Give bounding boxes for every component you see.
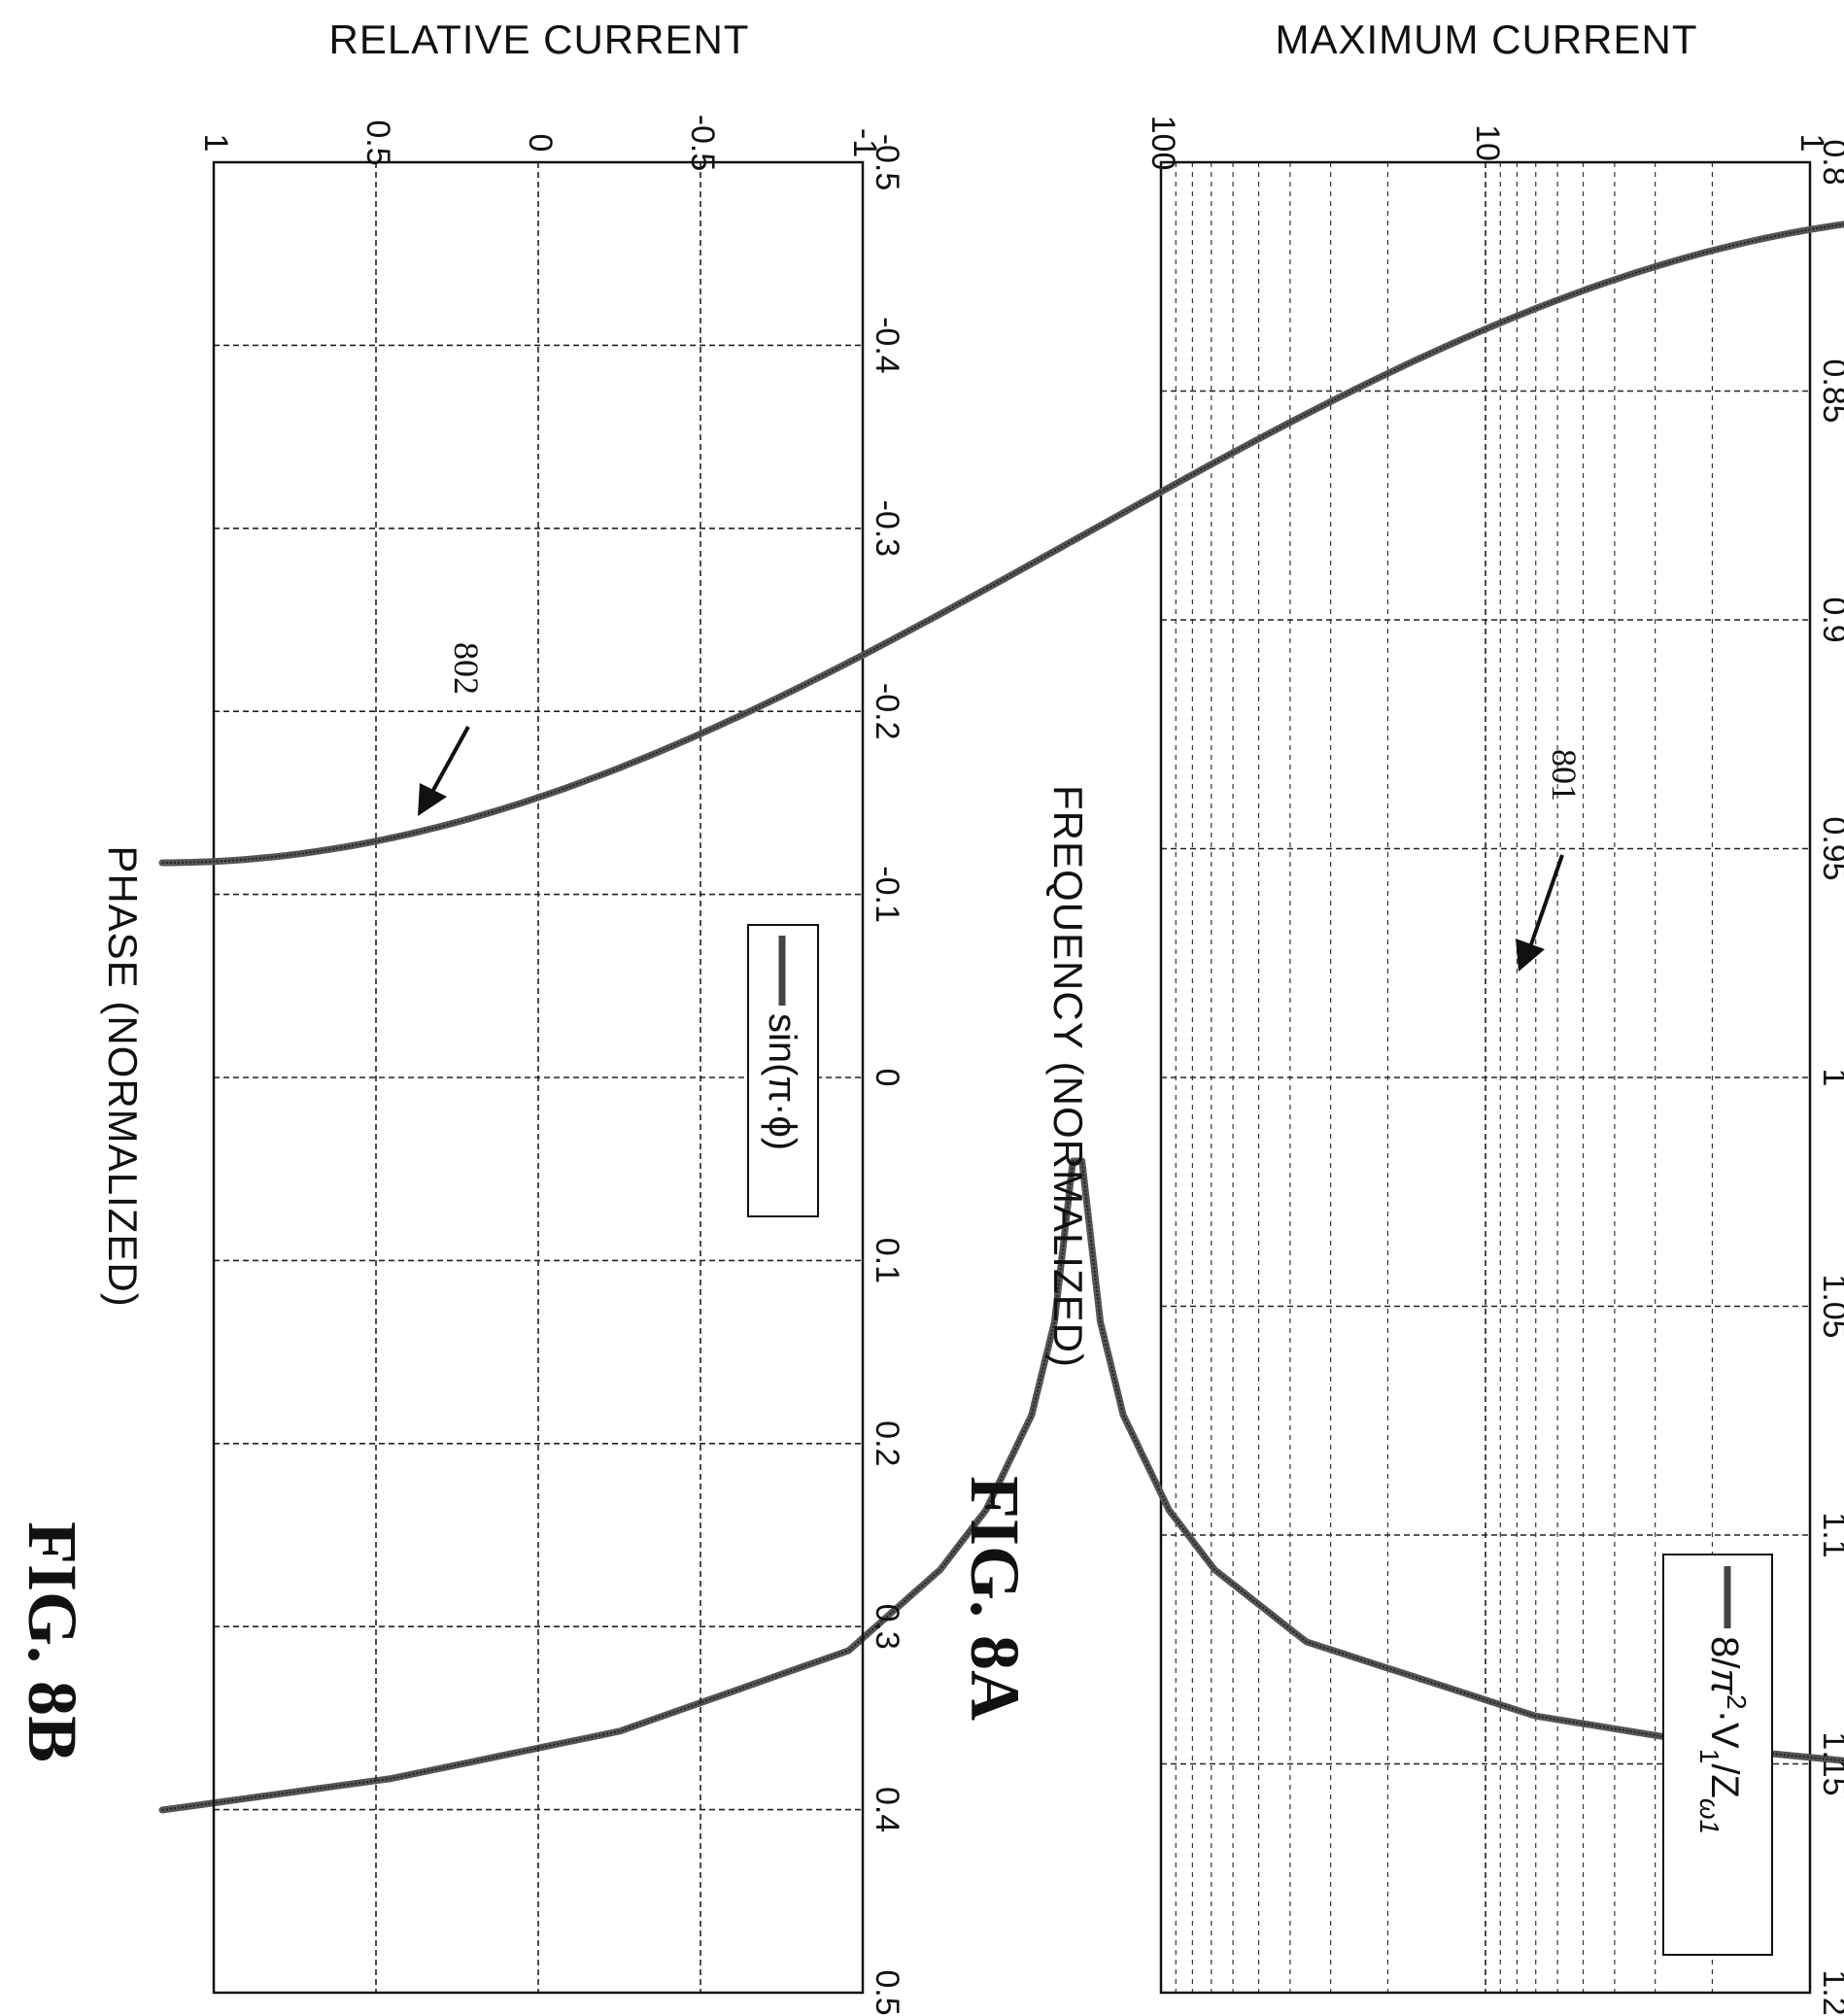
b-x-tick-label: -0.3: [869, 500, 905, 558]
b-x-tick-label: 0.1: [869, 1238, 905, 1283]
fig8a-gridlines: [1161, 162, 1810, 1993]
fig8b-legend-label: sin(π·ϕ): [761, 1013, 803, 1150]
fig8a-curve-group: [158, 1157, 1844, 1814]
fig8b-plot-frame: [212, 160, 865, 1995]
b-x-tick-label: -0.1: [869, 866, 905, 923]
b-x-tick-label: 0.3: [869, 1604, 905, 1650]
a-x-tick-label: 0.85: [1816, 359, 1844, 423]
b-x-tick-label: -0.4: [869, 317, 905, 374]
b-series-line-texture: [162, 222, 1844, 864]
fig8b-x-tick-labels: -0.5 -0.4 -0.3 -0.2 -0.1 0 0.1 0.2 0.3 0.4 0.5: [869, 134, 905, 2016]
a-x-tick-label: 1.05: [1816, 1274, 1844, 1338]
b-x-tick-label: 0.5: [869, 1969, 905, 2015]
b-y-tick-label: -0.5: [684, 115, 721, 172]
a-series-line-texture: [161, 1160, 1844, 1811]
fig8a-x-tick-labels: 0.8 0.85 0.9 0.95 1 1.05 1.1 1.15 1.2: [1816, 139, 1844, 2015]
fig8b-y-tick-labels: -1 -0.5 0 0.5 1: [197, 115, 883, 172]
a-y-tick-label: 10: [1469, 124, 1506, 161]
a-x-tick-label: 0.8: [1816, 139, 1844, 185]
fig8a-y-tick-labels: 1 10 100: [1144, 116, 1830, 171]
b-y-tick-label: 0.5: [359, 120, 396, 165]
a-x-tick-label: 0.9: [1816, 597, 1844, 642]
a-x-tick-label: 0.95: [1816, 816, 1844, 880]
a-y-tick-label: 1: [1793, 134, 1830, 153]
b-series-line: [158, 221, 1844, 867]
fig8a-plot-frame: [1159, 160, 1812, 1995]
a-x-tick-label: 1.2: [1816, 1969, 1844, 2015]
b-y-tick-label: 1: [197, 134, 234, 153]
b-y-tick-label: -1: [846, 128, 883, 157]
fig8a-legend-box: [1662, 1554, 1773, 1956]
fig8b-legend: sin(π·ϕ): [747, 924, 819, 1217]
fig8b-x-axis-title: PHASE (NORMALIZED): [100, 845, 146, 1307]
fig8b-reference-802: 802: [447, 642, 486, 695]
b-x-tick-label: -0.2: [869, 683, 905, 740]
fig8a-reference-arrow: [1516, 854, 1564, 972]
a-x-tick-label: 1: [1816, 1069, 1844, 1087]
fig8b-y-axis-title: RELATIVE CURRENT: [329, 17, 750, 62]
b-x-tick-label: 0.4: [869, 1787, 905, 1832]
fig8b-gridlines: [214, 162, 863, 1993]
a-x-tick-label: 1.1: [1816, 1512, 1844, 1557]
fig8a-legend-label: 8/π2·V1/Zω1: [1694, 1636, 1752, 1834]
fig8a-figure-label: FIG. 8A: [956, 1476, 1034, 1721]
fig8b-curve-group: [158, 221, 1844, 867]
a-x-tick-label: 1.15: [1816, 1731, 1844, 1795]
fig8a-x-axis-title: FREQUENCY (NORMALIZED): [1045, 785, 1091, 1368]
b-x-tick-label: -0.5: [869, 134, 905, 191]
a-y-tick-label: 100: [1144, 116, 1181, 171]
fig8b-figure-label: FIG. 8B: [14, 1521, 91, 1762]
fig8a-legend: 8/π2·V1/Zω1: [1662, 1554, 1773, 1956]
fig8a-y-axis-title: MAXIMUM CURRENT: [1276, 17, 1698, 62]
b-x-tick-label: 0.2: [869, 1420, 905, 1466]
fig8b-reference-arrow: [418, 726, 470, 816]
fig8a-reference-801: 801: [1545, 749, 1584, 802]
b-x-tick-label: 0: [869, 1069, 905, 1087]
fig8b-chart: -0.5-0.4-0.3-0.2-0.100.10.20.30.40.5 -1-…: [14, 17, 1844, 2016]
b-y-tick-label: 0: [522, 134, 559, 153]
